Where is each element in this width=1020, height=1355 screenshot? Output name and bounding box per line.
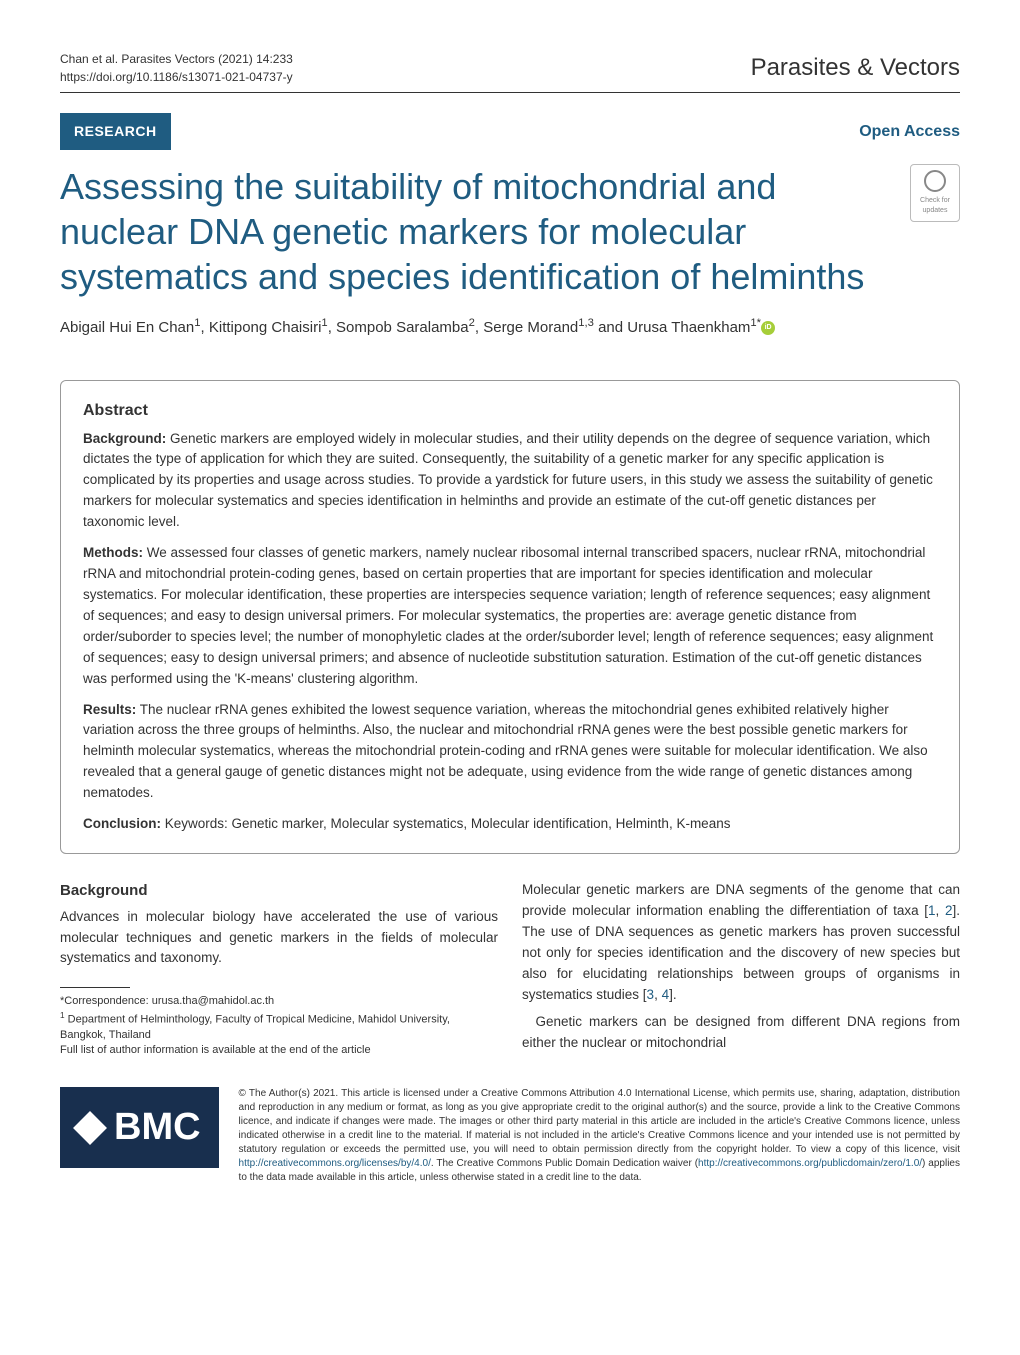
background-heading: Background — [60, 880, 498, 903]
journal-name: Parasites & Vectors — [751, 50, 960, 86]
crossmark-badge[interactable]: Check for updates — [910, 164, 960, 222]
abstract-conclusion-label: Conclusion: — [83, 816, 161, 831]
license-text: © The Author(s) 2021. This article is li… — [239, 1087, 960, 1185]
author: Kittipong Chaisiri — [209, 319, 322, 336]
footnote-divider — [60, 987, 130, 988]
orcid-icon[interactable] — [761, 321, 775, 335]
body-text-span: Molecular genetic markers are DNA segmen… — [522, 882, 960, 918]
abstract-results-label: Results: — [83, 702, 136, 717]
left-column: Background Advances in molecular biology… — [60, 880, 498, 1059]
author-affil: 1 — [321, 317, 327, 329]
research-badge: RESEARCH — [60, 113, 171, 150]
abstract-conclusion: Conclusion: Keywords: Genetic marker, Mo… — [83, 814, 937, 835]
article-title: Assessing the suitability of mitochondri… — [60, 164, 896, 299]
author-and: and — [594, 319, 627, 336]
abstract-results: Results: The nuclear rRNA genes exhibite… — [83, 700, 937, 805]
license-link[interactable]: http://creativecommons.org/publicdomain/… — [698, 1158, 922, 1169]
bmc-logo-text: BMC — [114, 1099, 201, 1156]
author: Sompob Saralamba — [336, 319, 469, 336]
right-column: Molecular genetic markers are DNA segmen… — [522, 880, 960, 1059]
title-row: Assessing the suitability of mitochondri… — [60, 164, 960, 315]
author: Urusa Thaenkham — [627, 319, 750, 336]
abstract-background-label: Background: — [83, 431, 166, 446]
author-affil: 1,3 — [578, 317, 594, 329]
abstract-background-text: Genetic markers are employed widely in m… — [83, 431, 933, 530]
license-span: . The Creative Commons Public Domain Ded… — [431, 1158, 698, 1169]
body-paragraph: Advances in molecular biology have accel… — [60, 907, 498, 970]
author-list: Abigail Hui En Chan1, Kittipong Chaisiri… — [60, 315, 960, 340]
bmc-logo-icon — [73, 1111, 107, 1145]
license-link[interactable]: http://creativecommons.org/licenses/by/4… — [239, 1158, 431, 1169]
author: Abigail Hui En Chan — [60, 319, 194, 336]
abstract-background: Background: Genetic markers are employed… — [83, 429, 937, 534]
author: Serge Morand — [483, 319, 578, 336]
page-header: Chan et al. Parasites Vectors (2021) 14:… — [60, 50, 960, 86]
abstract-box: Abstract Background: Genetic markers are… — [60, 380, 960, 855]
article-type-row: RESEARCH Open Access — [60, 113, 960, 150]
full-list-note: Full list of author information is avail… — [60, 1043, 498, 1058]
affiliation-note: 1 Department of Helminthology, Faculty o… — [60, 1010, 498, 1043]
header-divider — [60, 92, 960, 93]
license-span: © The Author(s) 2021. This article is li… — [239, 1088, 960, 1155]
footer-row: BMC © The Author(s) 2021. This article i… — [60, 1087, 960, 1185]
citation-ref[interactable]: 3 — [647, 987, 655, 1002]
abstract-methods-label: Methods: — [83, 545, 143, 560]
author-affil: 1* — [750, 317, 761, 329]
abstract-methods: Methods: We assessed four classes of gen… — [83, 543, 937, 689]
body-columns: Background Advances in molecular biology… — [60, 880, 960, 1059]
correspondence-note: *Correspondence: urusa.tha@mahidol.ac.th — [60, 994, 498, 1009]
citation-ref[interactable]: 1 — [928, 903, 936, 918]
affiliation-text: Department of Helminthology, Faculty of … — [60, 1013, 450, 1040]
body-paragraph: Molecular genetic markers are DNA segmen… — [522, 880, 960, 1006]
body-text-span: , — [654, 987, 662, 1002]
abstract-results-text: The nuclear rRNA genes exhibited the low… — [83, 702, 928, 801]
crossmark-icon — [924, 170, 946, 192]
abstract-heading: Abstract — [83, 399, 937, 423]
citation-ref[interactable]: 4 — [662, 987, 670, 1002]
body-text-span: ]. — [669, 987, 677, 1002]
citation-line: Chan et al. Parasites Vectors (2021) 14:… — [60, 50, 293, 68]
citation-block: Chan et al. Parasites Vectors (2021) 14:… — [60, 50, 293, 86]
open-access-label: Open Access — [859, 120, 960, 144]
crossmark-label: Check for updates — [911, 196, 959, 217]
author-affil: 2 — [469, 317, 475, 329]
abstract-conclusion-text: Keywords: Genetic marker, Molecular syst… — [161, 816, 730, 831]
bmc-logo: BMC — [60, 1087, 219, 1168]
doi-line: https://doi.org/10.1186/s13071-021-04737… — [60, 68, 293, 86]
body-text-span: , — [936, 903, 945, 918]
abstract-methods-text: We assessed four classes of genetic mark… — [83, 545, 933, 686]
author-affil: 1 — [194, 317, 200, 329]
body-paragraph: Genetic markers can be designed from dif… — [522, 1012, 960, 1054]
